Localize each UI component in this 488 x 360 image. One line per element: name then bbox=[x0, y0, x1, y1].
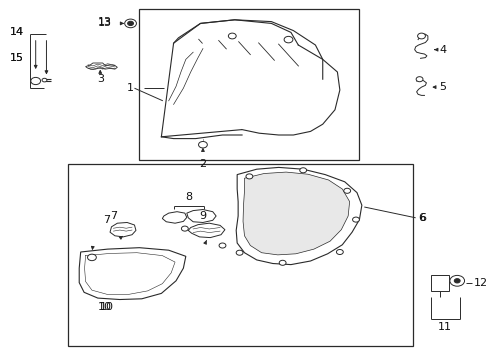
Circle shape bbox=[415, 77, 422, 82]
Text: 14: 14 bbox=[9, 27, 23, 37]
Text: 2: 2 bbox=[199, 159, 206, 169]
Circle shape bbox=[299, 168, 306, 173]
Circle shape bbox=[198, 141, 207, 148]
Polygon shape bbox=[162, 212, 186, 223]
Text: 6: 6 bbox=[418, 213, 425, 223]
Circle shape bbox=[42, 78, 47, 82]
Text: 6: 6 bbox=[418, 213, 425, 223]
Text: 5: 5 bbox=[439, 82, 446, 92]
Text: 15: 15 bbox=[9, 53, 23, 63]
Circle shape bbox=[228, 33, 236, 39]
Text: 8: 8 bbox=[185, 192, 192, 202]
Text: 10: 10 bbox=[100, 302, 113, 312]
Circle shape bbox=[343, 188, 350, 193]
Polygon shape bbox=[186, 210, 216, 222]
Circle shape bbox=[352, 217, 359, 222]
Circle shape bbox=[245, 174, 252, 179]
Polygon shape bbox=[243, 172, 349, 255]
Bar bbox=[139, 9, 359, 160]
Circle shape bbox=[284, 36, 292, 43]
Circle shape bbox=[219, 243, 225, 248]
Circle shape bbox=[449, 275, 464, 286]
Circle shape bbox=[31, 77, 41, 85]
Polygon shape bbox=[188, 223, 224, 238]
Text: 13: 13 bbox=[97, 18, 111, 28]
Bar bbox=[430, 275, 448, 291]
Text: 10: 10 bbox=[98, 302, 112, 312]
Polygon shape bbox=[110, 222, 136, 237]
Polygon shape bbox=[236, 167, 361, 265]
Circle shape bbox=[127, 21, 133, 26]
Text: 7: 7 bbox=[102, 215, 110, 225]
Text: 15: 15 bbox=[9, 53, 23, 63]
Text: 12: 12 bbox=[472, 278, 487, 288]
Circle shape bbox=[124, 19, 136, 28]
Circle shape bbox=[279, 260, 285, 265]
Circle shape bbox=[453, 279, 459, 283]
Text: 11: 11 bbox=[437, 322, 451, 332]
Text: 9: 9 bbox=[199, 211, 206, 221]
Bar bbox=[68, 164, 412, 346]
Circle shape bbox=[87, 254, 96, 261]
Polygon shape bbox=[79, 248, 185, 300]
Circle shape bbox=[417, 33, 425, 39]
Circle shape bbox=[236, 250, 243, 255]
Circle shape bbox=[181, 226, 188, 231]
Text: 4: 4 bbox=[439, 45, 446, 55]
Circle shape bbox=[336, 249, 343, 255]
Text: 14: 14 bbox=[9, 27, 23, 37]
Polygon shape bbox=[85, 63, 117, 69]
Text: 1: 1 bbox=[127, 83, 134, 93]
Text: 3: 3 bbox=[97, 74, 103, 84]
Text: 7: 7 bbox=[110, 211, 117, 221]
Text: 13: 13 bbox=[97, 17, 111, 27]
